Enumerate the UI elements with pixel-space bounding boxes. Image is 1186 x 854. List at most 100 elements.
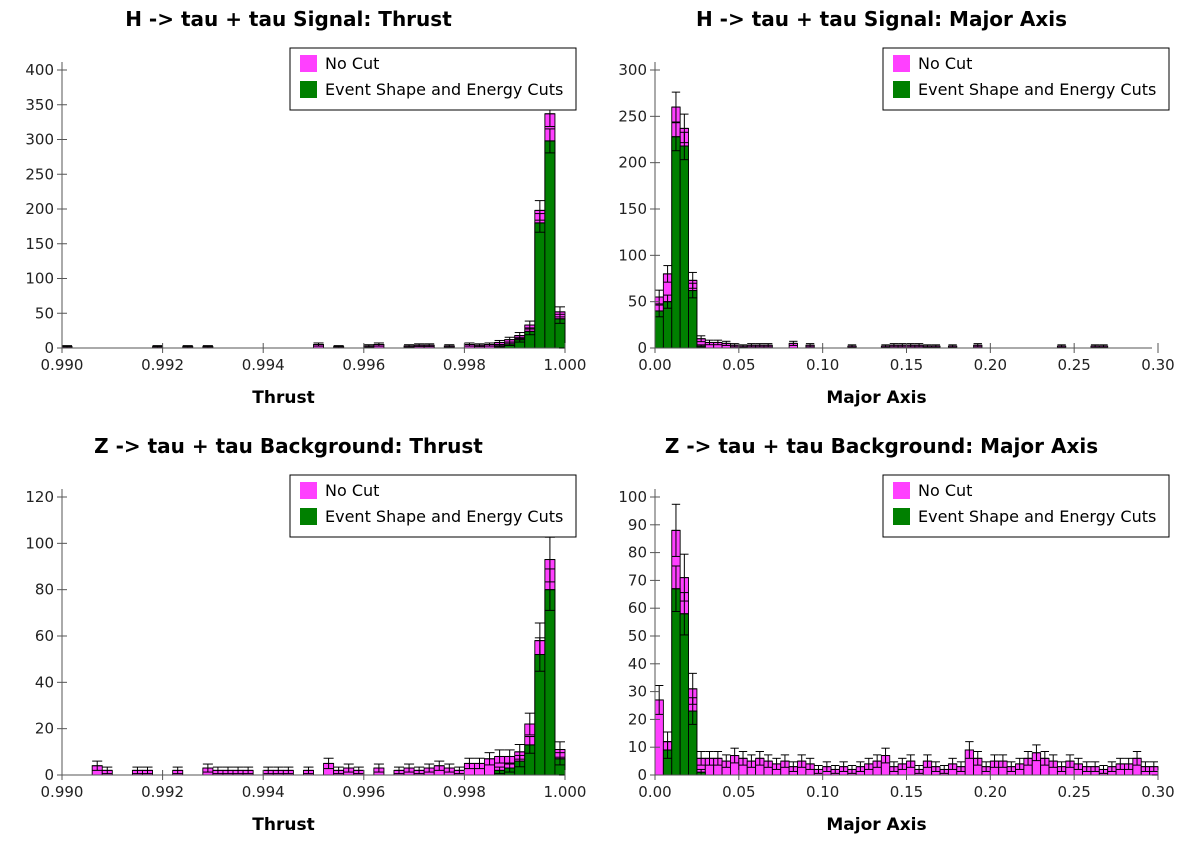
error-bar [1149,761,1158,772]
error-bar [263,766,274,775]
x-tick-label: 0.996 [342,356,385,374]
chart-title: Z -> tau + tau Background: Major Axis [665,434,1098,458]
error-bar [797,754,806,768]
y-tick-label: 150 [618,200,647,218]
series-no-cut [654,503,1159,776]
series-cuts [494,568,566,776]
error-bar [948,757,957,770]
error-bar [1116,757,1125,770]
error-bar [889,343,899,348]
x-axis-label: Major Axis [826,815,926,835]
x-tick-label: 0.992 [141,783,184,801]
y-tick-label: 80 [628,544,647,562]
y-tick-label: 100 [618,246,647,264]
error-bar [722,754,731,768]
error-bar [172,766,183,775]
error-bar [424,763,435,773]
legend-swatch [300,55,317,72]
legend-label: Event Shape and Energy Cuts [918,80,1156,99]
x-tick-label: 0.05 [722,783,755,801]
y-tick-label: 0 [637,766,647,784]
axes [654,489,1152,776]
error-bar [1082,761,1091,772]
error-bar [965,741,974,759]
y-tick-label: 0 [44,766,54,784]
legend-label: Event Shape and Energy Cuts [325,507,563,526]
error-bar [273,766,284,775]
error-bar [906,754,915,768]
error-bar [1032,744,1041,762]
x-tick-label: 0.20 [974,783,1007,801]
error-bar [534,213,545,233]
histogram-bar [544,140,556,349]
error-bar [424,343,435,348]
y-tick-label: 80 [35,581,54,599]
error-bar [504,749,515,764]
chart-svg: H -> tau + tau Signal: Thrust 0 50 100 150 20… [25,7,586,408]
x-tick-label: 0.15 [890,783,923,801]
error-bar [671,503,681,557]
error-bar [663,741,672,759]
error-bar [805,343,815,348]
error-bar [1090,761,1100,772]
axes [654,62,1152,349]
error-bar [973,751,982,766]
series-no-cut [654,91,1109,349]
error-bar [1065,754,1075,768]
histogram-bar [544,589,556,776]
series-cuts [662,565,706,776]
error-bar [713,339,723,346]
error-bar [343,763,354,773]
error-bar [202,763,213,773]
y-tick-label: 200 [25,200,54,218]
error-bar [931,344,941,348]
x-tick-label: 0.05 [722,356,755,374]
error-bar [494,766,505,775]
y-tick-label: 400 [25,61,54,79]
error-bar [680,131,689,161]
x-tick-label: 0.30 [1141,356,1174,374]
x-tick-label: 0.15 [890,356,923,374]
y-tick-label: 90 [628,516,647,534]
legend-label: Event Shape and Energy Cuts [918,507,1156,526]
histogram-bar [688,290,698,349]
histogram-bar [679,613,689,776]
series-cuts [654,122,706,349]
x-tick-label: 0.00 [638,783,671,801]
legend-swatch [893,81,910,98]
y-tick-label: 100 [618,488,647,506]
error-bar [524,327,535,336]
legend: No Cut Event Shape and Energy Cuts [289,47,577,111]
error-bar [404,763,415,773]
error-bar [1040,751,1050,766]
error-bar [696,751,706,766]
error-bar [655,684,664,715]
error-bar [1007,761,1016,772]
legend-swatch [300,482,317,499]
error-bar [713,751,723,766]
y-tick-label: 10 [628,738,647,756]
error-bar [464,342,475,347]
error-bar [484,752,495,766]
error-bar [1049,754,1058,768]
histogram-bar [671,588,681,776]
error-bar [414,766,425,775]
error-bar [847,765,857,774]
error-bar [973,343,982,348]
error-bar [454,766,465,775]
error-bar [212,766,223,775]
chart-panel-thrust-background: Z -> tau + tau Background: Thrust 0 20 40 60… [0,427,593,854]
error-bar [663,265,672,283]
legend: No Cut Event Shape and Energy Cuts [289,474,577,538]
error-bar [931,761,941,772]
error-bar [889,761,899,772]
series-no-cut [91,536,566,776]
x-tick-label: 0.10 [806,356,839,374]
chart-title: H -> tau + tau Signal: Thrust [125,7,452,31]
x-axis-label: Thrust [252,815,314,835]
error-bar [763,343,773,348]
legend-label: Event Shape and Energy Cuts [325,80,563,99]
histogram-bar [534,222,546,349]
legend-swatch [300,508,317,525]
error-bar [847,344,857,348]
